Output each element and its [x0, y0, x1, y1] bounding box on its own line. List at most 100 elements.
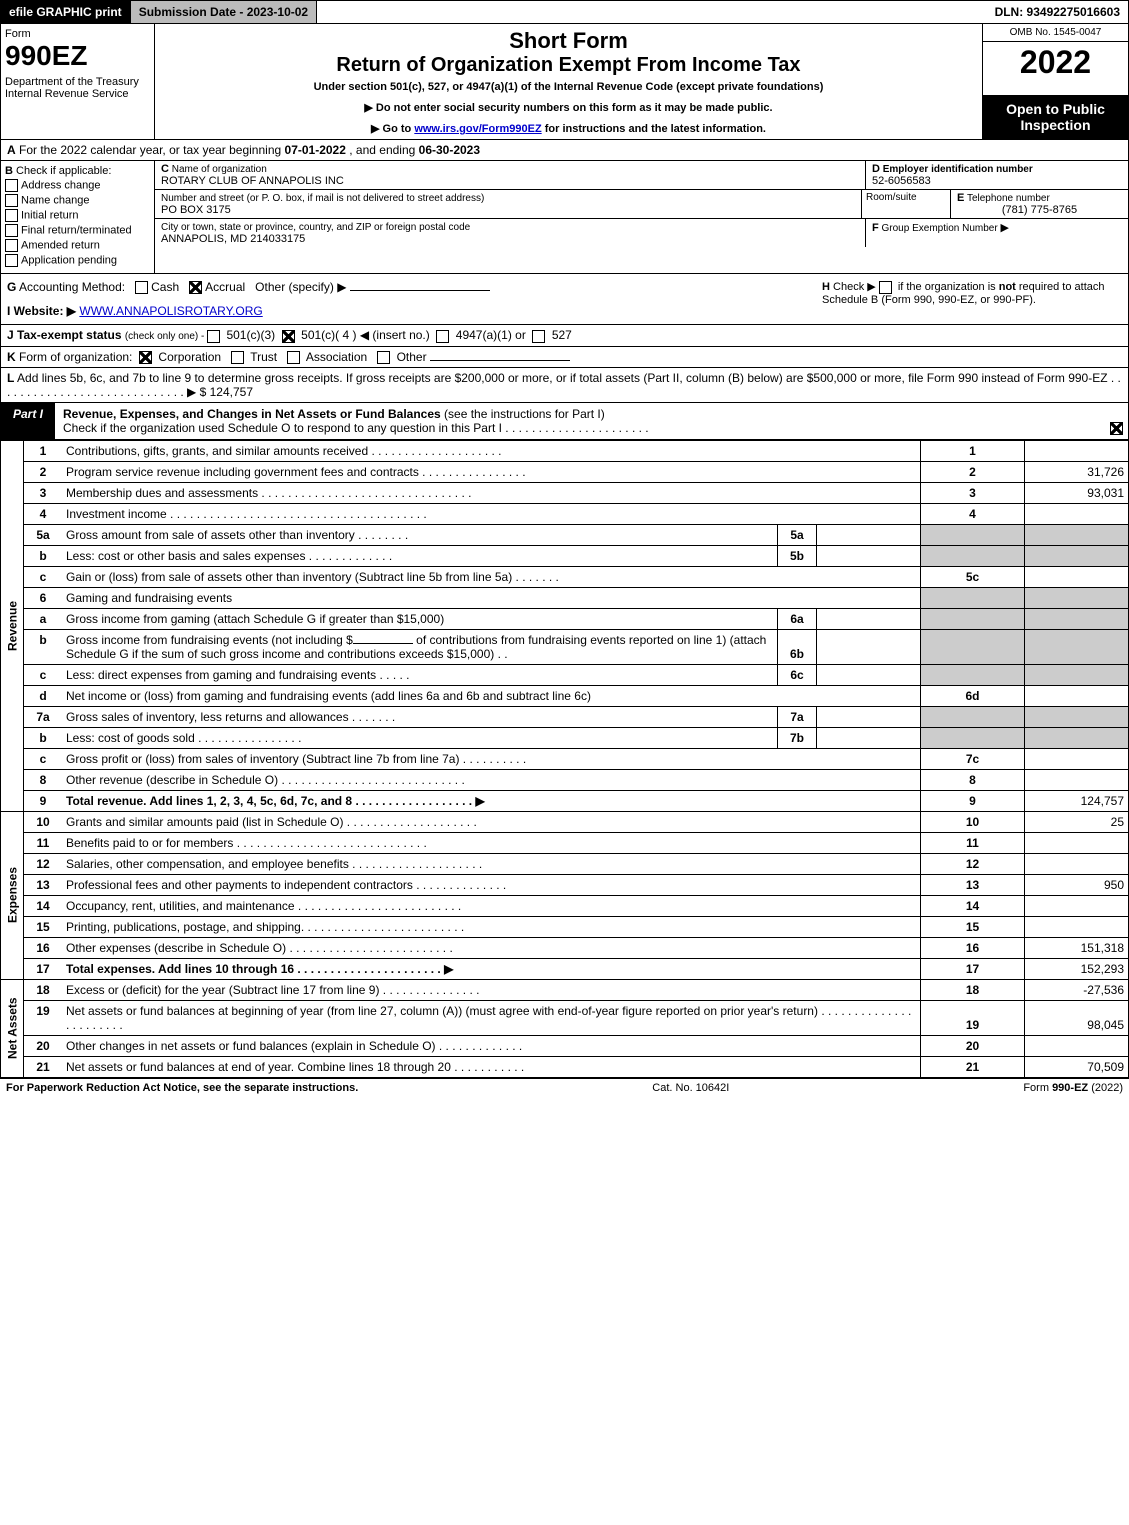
part-i-lines-table: Revenue 1 Contributions, gifts, grants, … — [0, 440, 1129, 1078]
short-form-title: Short Form — [159, 28, 978, 54]
checkbox-checked-icon[interactable] — [282, 330, 295, 343]
line-desc: Membership dues and assessments . . . . … — [62, 482, 921, 503]
check-name-change[interactable]: Name change — [5, 194, 150, 207]
checkbox-icon — [5, 179, 18, 192]
line-num: 7a — [24, 706, 63, 727]
inline-num: 7b — [778, 727, 817, 748]
h-text1: Check ▶ — [830, 281, 879, 293]
checkbox-icon[interactable] — [879, 281, 892, 294]
label-b: B — [5, 165, 13, 177]
form-title: Return of Organization Exempt From Incom… — [159, 54, 978, 77]
check-final-return[interactable]: Final return/terminated — [5, 224, 150, 237]
checkbox-icon[interactable] — [532, 330, 545, 343]
row-l-gross-receipts: L Add lines 5b, 6c, and 7b to line 9 to … — [0, 368, 1129, 403]
checkbox-icon[interactable] — [287, 351, 300, 364]
row-address: Number and street (or P. O. box, if mail… — [155, 190, 1128, 219]
part-i-label: Part I — [1, 403, 55, 439]
section-b-through-f: B Check if applicable: Address change Na… — [0, 161, 1129, 274]
row-c-name: C Name of organization ROTARY CLUB OF AN… — [155, 161, 1128, 190]
line-rnum: 12 — [921, 853, 1025, 874]
h-not: not — [999, 281, 1016, 293]
line-amount — [1025, 769, 1129, 790]
form-header: Form 990EZ Department of the Treasury In… — [0, 24, 1129, 140]
check-address-change[interactable]: Address change — [5, 179, 150, 192]
part-i-header: Part I Revenue, Expenses, and Changes in… — [0, 403, 1129, 440]
checkbox-icon[interactable] — [207, 330, 220, 343]
checkbox-checked-icon[interactable] — [139, 351, 152, 364]
line-amount — [1025, 1035, 1129, 1056]
inline-amt — [817, 727, 921, 748]
inline-amt — [817, 664, 921, 685]
line-rnum: 7c — [921, 748, 1025, 769]
addr-label: Number and street (or P. O. box, if mail… — [161, 193, 484, 204]
inline-amt — [817, 706, 921, 727]
line-num: b — [24, 727, 63, 748]
instruction-2: ▶ Go to www.irs.gov/Form990EZ for instru… — [159, 122, 978, 135]
line-rnum: 4 — [921, 503, 1025, 524]
line-amount: 124,757 — [1025, 790, 1129, 811]
inline-num: 5a — [778, 524, 817, 545]
line-amount — [1025, 748, 1129, 769]
checkbox-icon[interactable] — [231, 351, 244, 364]
line-desc: Net assets or fund balances at end of ye… — [62, 1056, 921, 1077]
label-k: K — [7, 350, 16, 364]
gross-receipts-amount: 124,757 — [210, 385, 253, 399]
line-rnum: 20 — [921, 1035, 1025, 1056]
efile-print-label[interactable]: efile GRAPHIC print — [1, 1, 130, 23]
row-a-text: For the 2022 calendar year, or tax year … — [16, 143, 285, 157]
page-footer: For Paperwork Reduction Act Notice, see … — [0, 1078, 1129, 1097]
opt-corporation: Corporation — [158, 350, 221, 364]
line-rnum: 18 — [921, 979, 1025, 1000]
line-desc: Grants and similar amounts paid (list in… — [62, 811, 921, 832]
accounting-cash: Cash — [151, 280, 179, 294]
line-rnum: 1 — [921, 440, 1025, 461]
label-a: A — [7, 143, 16, 157]
label-d: D — [872, 163, 880, 175]
website-link[interactable]: WWW.ANNAPOLISROTARY.ORG — [79, 304, 262, 318]
irs-link[interactable]: www.irs.gov/Form990EZ — [414, 123, 541, 135]
net-assets-section-label: Net Assets — [1, 979, 24, 1077]
check-application-pending[interactable]: Application pending — [5, 254, 150, 267]
row-a-tax-year: A For the 2022 calendar year, or tax yea… — [0, 140, 1129, 161]
line-rnum: 15 — [921, 916, 1025, 937]
line-amount: 152,293 — [1025, 958, 1129, 979]
line-rnum: 21 — [921, 1056, 1025, 1077]
shaded-cell — [1025, 587, 1129, 608]
line-amount: 31,726 — [1025, 461, 1129, 482]
checkbox-checked-icon[interactable] — [189, 281, 202, 294]
shaded-cell — [1025, 706, 1129, 727]
form-version: Form 990-EZ (2022) — [1023, 1082, 1123, 1094]
accounting-method-label: Accounting Method: — [16, 280, 125, 294]
checkbox-icon[interactable] — [436, 330, 449, 343]
line-num: 9 — [24, 790, 63, 811]
opt-4947: 4947(a)(1) or — [456, 328, 526, 342]
part-i-schedule-o-check[interactable] — [1108, 403, 1128, 439]
line-num: 13 — [24, 874, 63, 895]
line-num: 15 — [24, 916, 63, 937]
accounting-accrual: Accrual — [205, 280, 245, 294]
city-value: ANNAPOLIS, MD 214033175 — [161, 233, 305, 245]
opt-association: Association — [306, 350, 367, 364]
shaded-cell — [921, 706, 1025, 727]
line-num: 16 — [24, 937, 63, 958]
inline-num: 7a — [778, 706, 817, 727]
tax-year-end: 06-30-2023 — [419, 143, 480, 157]
inline-num: 5b — [778, 545, 817, 566]
line-num: d — [24, 685, 63, 706]
paperwork-notice: For Paperwork Reduction Act Notice, see … — [6, 1082, 358, 1094]
check-amended-return[interactable]: Amended return — [5, 239, 150, 252]
inline-amt — [817, 524, 921, 545]
line-desc: Professional fees and other payments to … — [62, 874, 921, 895]
line-rnum: 8 — [921, 769, 1025, 790]
shaded-cell — [1025, 524, 1129, 545]
shaded-cell — [921, 545, 1025, 566]
line-desc: Gross income from gaming (attach Schedul… — [62, 608, 778, 629]
line-num: 17 — [24, 958, 63, 979]
checkbox-icon[interactable] — [377, 351, 390, 364]
checkbox-icon[interactable] — [135, 281, 148, 294]
line-rnum: 9 — [921, 790, 1025, 811]
checkbox-checked-icon — [1110, 422, 1123, 435]
label-f: F — [872, 222, 879, 234]
check-initial-return[interactable]: Initial return — [5, 209, 150, 222]
line-num: a — [24, 608, 63, 629]
